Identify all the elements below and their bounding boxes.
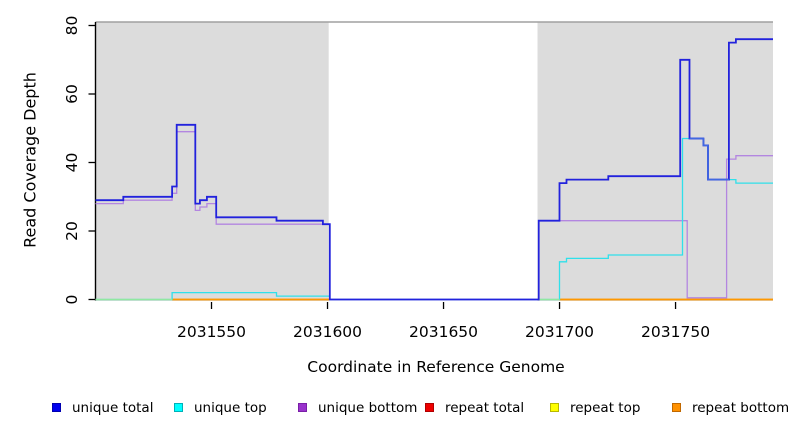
y-tick-label: 0 (63, 295, 81, 305)
x-tick-label: 2031750 (641, 323, 710, 341)
right-gray-region (537, 22, 773, 301)
left-gray-region (95, 22, 329, 301)
y-tick-label: 20 (63, 221, 81, 241)
y-axis-label: Read Coverage Depth (20, 72, 40, 248)
x-tick-label: 2031650 (409, 323, 478, 341)
y-tick-label: 80 (63, 16, 81, 36)
x-tick-label: 2031700 (525, 323, 594, 341)
y-tick-label: 40 (63, 153, 81, 173)
y-tick-label: 60 (63, 84, 81, 104)
x-tick-label: 2031550 (177, 323, 246, 341)
x-tick-label: 2031600 (293, 323, 362, 341)
x-axis-label: Coordinate in Reference Genome (307, 358, 565, 376)
overlay-line-unique-top-over-unique-total-blend (689, 137, 729, 181)
